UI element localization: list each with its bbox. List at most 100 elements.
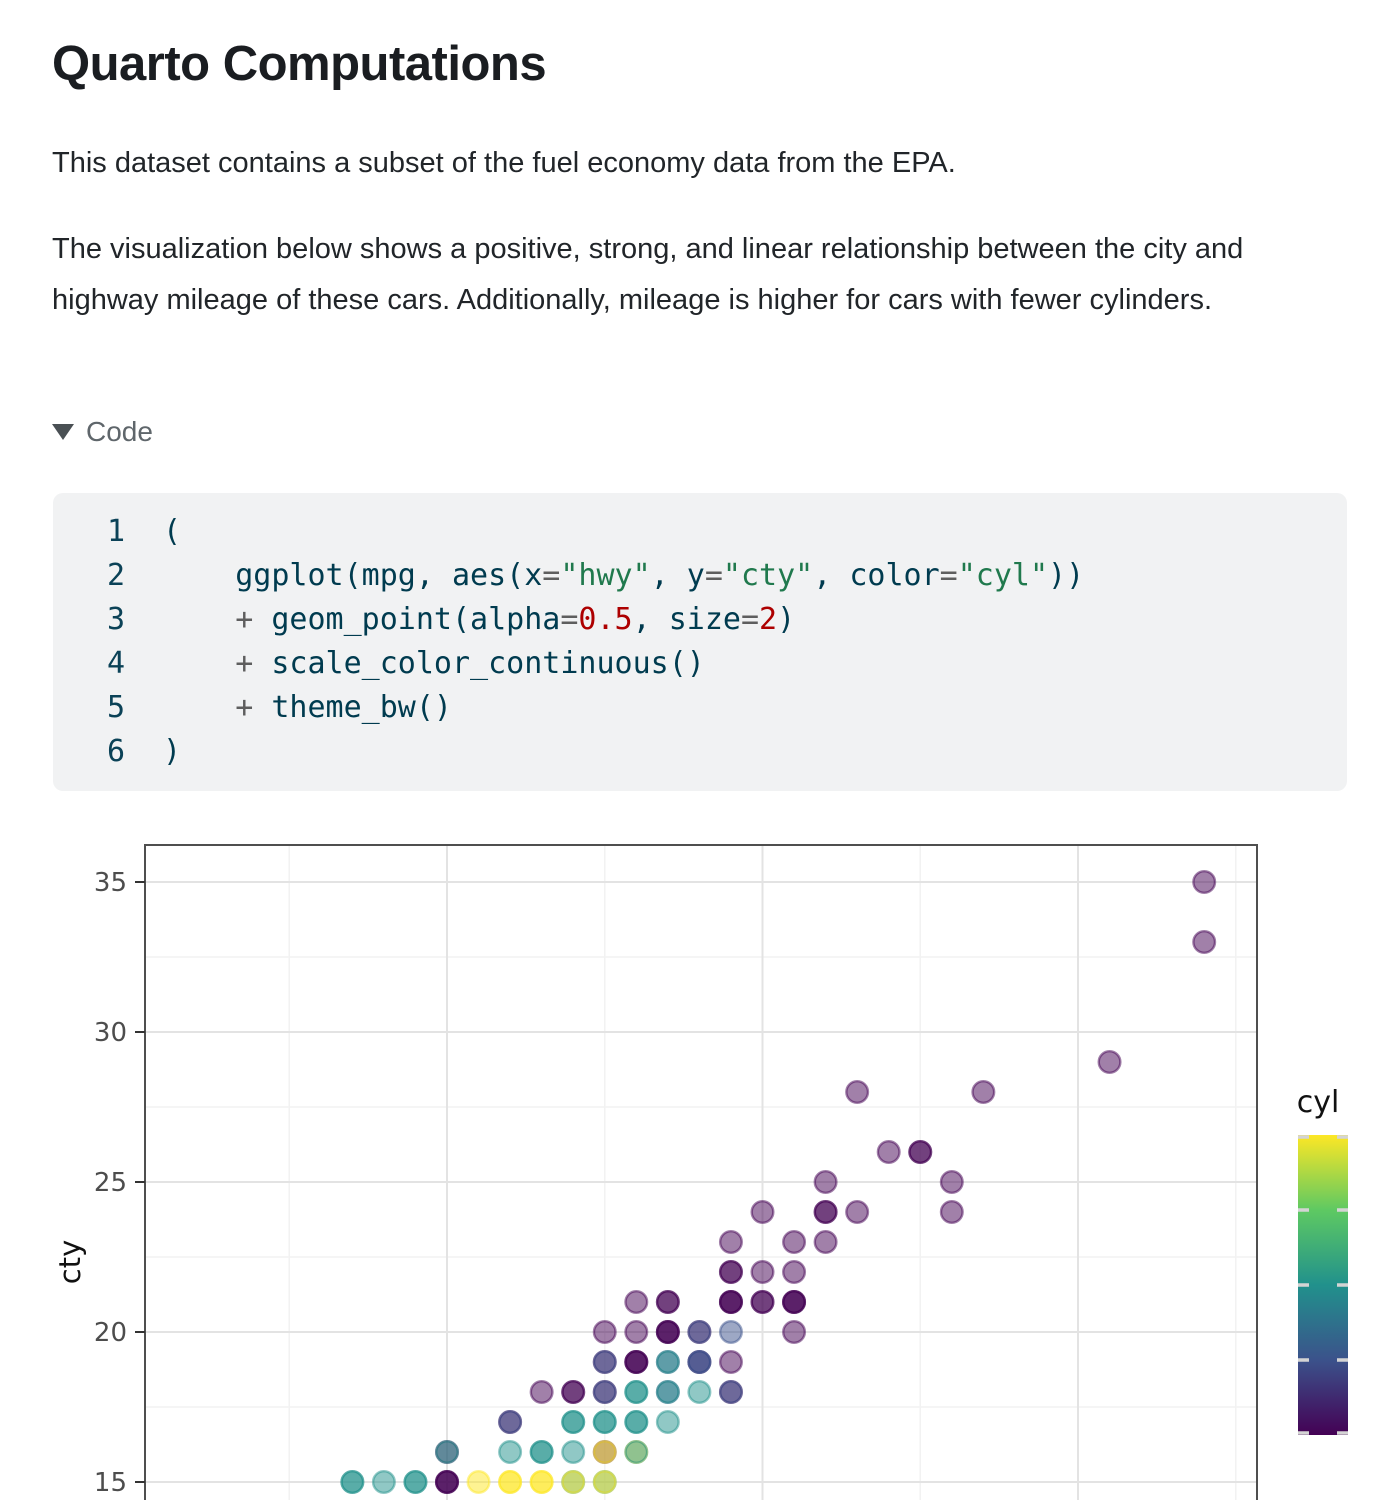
data-point — [718, 1349, 743, 1374]
data-point — [624, 1349, 649, 1374]
data-point — [624, 1409, 649, 1434]
legend-title: cyl — [1297, 1085, 1340, 1120]
code-token — [163, 690, 235, 725]
data-point — [782, 1289, 807, 1314]
code-token: )) — [1048, 558, 1085, 593]
code-token: + — [235, 690, 254, 725]
data-point — [939, 1199, 964, 1224]
code-token: "hwy" — [560, 558, 651, 593]
code-token: + — [235, 602, 254, 637]
y-axis-title: cty — [53, 1240, 87, 1284]
code-line: 5 + theme_bw() — [77, 686, 1347, 730]
data-point — [561, 1439, 586, 1464]
line-number: 2 — [106, 558, 125, 593]
line-number: 3 — [106, 602, 125, 637]
data-point — [592, 1349, 617, 1374]
code-token: "cty" — [722, 558, 814, 593]
data-point — [561, 1379, 586, 1404]
line-number: 6 — [106, 734, 125, 769]
code-token: , y — [650, 558, 705, 593]
data-point — [624, 1439, 649, 1464]
code-token: = — [740, 602, 760, 637]
data-point — [782, 1259, 807, 1284]
y-tick-label: 15 — [94, 1468, 127, 1498]
data-point — [813, 1199, 838, 1224]
code-token: = — [704, 558, 723, 593]
data-point — [561, 1409, 586, 1434]
code-listing: 1(2 ggplot(mpg, aes(x="hwy", y="cty", co… — [53, 493, 1347, 774]
code-token: "cyl" — [957, 558, 1049, 593]
data-point — [718, 1319, 743, 1344]
scatter-plot-svg: 35 30 25 20 15 cty cyl — [53, 844, 1348, 1500]
data-point — [498, 1439, 523, 1464]
data-point — [750, 1259, 775, 1284]
data-point — [750, 1289, 775, 1314]
data-point — [371, 1469, 396, 1494]
data-point — [655, 1289, 680, 1314]
code-line: 2 ggplot(mpg, aes(x="hwy", y="cty", colo… — [77, 554, 1347, 598]
data-point — [529, 1469, 554, 1494]
code-line: 4 + scale_color_continuous() — [77, 642, 1347, 686]
data-point — [655, 1379, 680, 1404]
code-token: , color — [813, 558, 940, 593]
data-point — [718, 1289, 743, 1314]
data-point — [498, 1469, 523, 1494]
code-line: 3 + geom_point(alpha=0.5, size=2) — [77, 598, 1347, 642]
data-point — [592, 1469, 617, 1494]
code-token: scale_color_continuous() — [253, 646, 705, 681]
data-point — [655, 1349, 680, 1374]
code-token: geom_point(alpha — [253, 602, 561, 637]
data-point — [1097, 1049, 1122, 1074]
data-point — [782, 1319, 807, 1344]
data-point — [718, 1259, 743, 1284]
line-number: 1 — [106, 514, 125, 549]
code-token — [163, 602, 235, 637]
data-point — [592, 1379, 617, 1404]
code-token: + — [235, 646, 254, 681]
code-token: = — [560, 602, 579, 637]
y-tick-label: 30 — [94, 1018, 127, 1048]
paragraph-intro: This dataset contains a subset of the fu… — [52, 147, 956, 179]
data-point — [340, 1469, 365, 1494]
data-point — [971, 1079, 996, 1104]
data-point — [687, 1349, 712, 1374]
data-point — [529, 1439, 554, 1464]
data-point — [876, 1139, 901, 1164]
y-tick-label: 25 — [94, 1168, 127, 1198]
data-point — [845, 1199, 870, 1224]
data-point — [845, 1079, 870, 1104]
code-fold-label: Code — [86, 416, 153, 447]
data-point — [718, 1379, 743, 1404]
code-token: ) — [777, 602, 796, 637]
data-point — [592, 1319, 617, 1344]
data-point — [592, 1439, 617, 1464]
code-token: = — [939, 558, 958, 593]
data-point — [687, 1379, 712, 1404]
code-token — [163, 646, 235, 681]
y-tick-label: 20 — [94, 1318, 127, 1348]
data-point — [813, 1169, 838, 1194]
data-point — [1192, 930, 1217, 955]
code-line: 6) — [77, 730, 1347, 774]
data-point — [655, 1409, 680, 1434]
data-point — [750, 1199, 775, 1224]
data-point — [498, 1409, 523, 1434]
data-point — [466, 1469, 491, 1494]
code-token: = — [542, 558, 561, 593]
line-number: 4 — [106, 646, 125, 681]
data-point — [403, 1469, 428, 1494]
y-tick-label: 35 — [94, 868, 127, 898]
code-token: 0.5 — [578, 602, 633, 637]
data-point — [435, 1469, 460, 1494]
code-token: ggplot(mpg, aes(x — [163, 558, 543, 593]
data-point — [624, 1379, 649, 1404]
data-point — [655, 1319, 680, 1344]
code-fold-toggle[interactable]: Code — [52, 416, 153, 448]
code-token: 2 — [759, 602, 778, 637]
data-point — [939, 1169, 964, 1194]
data-point — [782, 1229, 807, 1254]
data-point — [592, 1409, 617, 1434]
data-point — [624, 1289, 649, 1314]
data-point — [624, 1319, 649, 1344]
